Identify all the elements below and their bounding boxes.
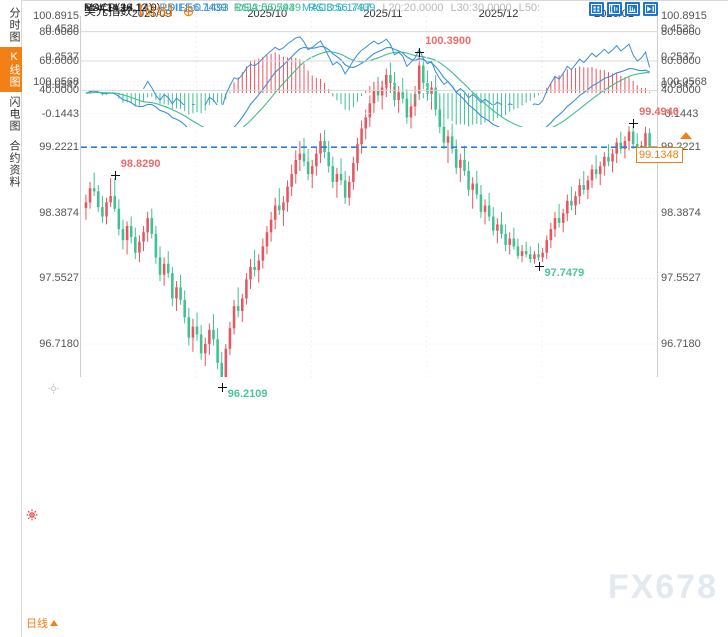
rsi-l50-value: L50:	[518, 2, 541, 14]
sidebar-item-label: 合约资料	[8, 140, 20, 188]
high-price-annotation: 99.4940	[639, 105, 679, 118]
sidebar-item-label: 闪电图	[8, 96, 20, 132]
rsi1-value: RSI1:56.7439	[159, 2, 227, 14]
sidebar-item-timeline[interactable]: 分时图	[0, 3, 22, 47]
price-axis-label-left: 98.3874	[39, 206, 79, 219]
macd-axis-label-left: 0.0547	[45, 79, 79, 92]
high-price-annotation: 100.3900	[425, 35, 472, 48]
rsi-l20-value: L20:20.0000	[382, 2, 444, 14]
rsi-l30-value: L30:30.0000	[450, 2, 512, 14]
macd-diff-value: DIFF:0.1493	[167, 2, 229, 14]
zoom-vertical-icon[interactable]	[607, 2, 622, 16]
macd-macd-value: MACD:0.1797	[301, 2, 371, 14]
extreme-cross-marker	[534, 262, 544, 272]
scroll-to-latest-icon[interactable]	[643, 2, 658, 16]
time-axis-label: 2025/11	[363, 8, 403, 20]
triangle-up-icon	[50, 620, 58, 626]
macd-axis-label-right: -0.1443	[661, 107, 699, 120]
rsi2-value: RSI2:56.7439	[233, 2, 302, 14]
footer-period-rail	[0, 609, 22, 637]
footer-period-label: 日线	[26, 618, 48, 630]
price-axis-label-right: 97.5527	[661, 272, 701, 285]
price-axis-label-right: 96.7180	[661, 338, 701, 351]
rsi-axis-label-left: 60.0000	[39, 55, 79, 67]
rsi-panel-settings-icon[interactable]	[26, 508, 38, 521]
price-axis-label-right: 98.3874	[661, 206, 701, 219]
price-axis-label-left: 97.5527	[39, 272, 79, 285]
chart-toolbar	[589, 2, 658, 16]
macd-axis-label-left: 0.4528	[45, 23, 79, 36]
chart-symbol: 美元指数	[84, 4, 133, 18]
sidebar-item-candlestick[interactable]: K线图	[0, 47, 22, 92]
low-price-annotation: 97.7479	[544, 267, 585, 280]
macd-legend: MACD(26,12,9) DIFF:0.1493 DEA:0.0594 MACD:0…	[84, 2, 378, 14]
high-price-annotation: 98.8290	[120, 158, 161, 171]
price-chart-panel: 美元指数【日线】 100.8915 100.8915 100.0568 100.056…	[22, 0, 728, 400]
rsi-legend: RSI(14,14,14) RSI1:56.7439 RSI2:56.7439 RSI…	[84, 2, 547, 14]
macd-axis-label-left: -0.1443	[41, 107, 79, 120]
time-axis-label: 2025/10	[247, 8, 288, 20]
watermark: FX678	[607, 568, 718, 606]
rsi-axis-label-right: 60.0000	[661, 55, 701, 67]
price-axis-label-right: 100.0568	[661, 75, 707, 88]
rsi-axis-label-left: 80.0000	[39, 25, 79, 38]
sidebar-item-lightning[interactable]: 闪电图	[0, 92, 22, 136]
macd-plot-area[interactable]: 0.4528 0.4528 0.2537 0.2537 0.0547 0.0547 -0.1…	[42, 17, 698, 127]
sidebar-item-label: 分时图	[8, 7, 20, 43]
macd-axis-label-right: 0.4528	[661, 23, 695, 36]
rsi-drawing	[81, 17, 657, 105]
macd-dea-value: DEA:0.0594	[235, 2, 295, 14]
fit-screen-icon[interactable]	[589, 2, 604, 16]
macd-axis-label-left: 0.2537	[45, 51, 79, 64]
chart-period: 【日线】	[132, 4, 181, 18]
macd-drawing	[81, 17, 657, 127]
price-axis-label-left: 99.2221	[39, 141, 79, 154]
chart-title: 美元指数【日线】	[84, 2, 194, 19]
rsi-plot-area[interactable]: 80.0000 80.0000 60.0000 60.0000 40.0000 40.00…	[39, 17, 701, 105]
footer-period-selector[interactable]: 日线	[26, 609, 88, 637]
price-axis-label-left: 100.0568	[33, 75, 79, 88]
price-axis-label-right: 100.8915	[661, 9, 707, 22]
macd-axis-label-right: 0.0547	[661, 79, 695, 92]
price-candles	[81, 16, 657, 377]
low-price-annotation: 96.2109	[227, 388, 268, 400]
main-panel-settings-icon[interactable]	[48, 381, 59, 394]
rsi3-value: RSI3:56.7439	[308, 2, 376, 14]
price-axis-label-left: 96.7180	[39, 338, 79, 351]
zoom-horizontal-icon[interactable]	[625, 2, 640, 16]
extreme-cross-marker	[629, 118, 639, 128]
sidebar-item-contract-info[interactable]: 合约资料	[0, 136, 22, 192]
sidebar-item-label: K线图	[8, 51, 20, 88]
rsi-title: RSI(14,14,14)	[84, 2, 153, 14]
last-price-tag: 99.1348	[636, 147, 683, 164]
rsi-axis-label-right: 80.0000	[661, 25, 701, 38]
time-axis-label: 2025/12	[478, 8, 519, 20]
rsi-axis-label-right: 40.0000	[661, 84, 701, 97]
left-tab-rail: 分时图 K线图闪电图合约资料	[0, 0, 22, 617]
rsi-axis-label-left: 40.0000	[39, 84, 79, 97]
macd-axis-label-right: 0.2537	[661, 51, 695, 64]
macd-panel: MACD(26,12,9) DIFF:0.1493 DEA:0.0594 MACD:0…	[22, 0, 728, 127]
price-plot-area[interactable]: 100.8915 100.8915 100.0568 100.0568 99.2221 9…	[33, 10, 707, 400]
extreme-cross-marker	[415, 48, 425, 58]
rsi-panel: RSI(14,14,14) RSI1:56.7439 RSI2:56.7439 RSI…	[22, 0, 728, 105]
extreme-cross-marker	[217, 383, 227, 392]
extreme-cross-marker	[110, 171, 120, 181]
crosshair-settings-icon[interactable]	[183, 6, 194, 17]
price-axis-label-left: 100.8915	[33, 9, 79, 22]
time-axis-label: 2025/09	[131, 8, 172, 20]
macd-title: MACD(26,12,9)	[84, 2, 161, 14]
price-up-arrow-icon	[680, 132, 692, 140]
